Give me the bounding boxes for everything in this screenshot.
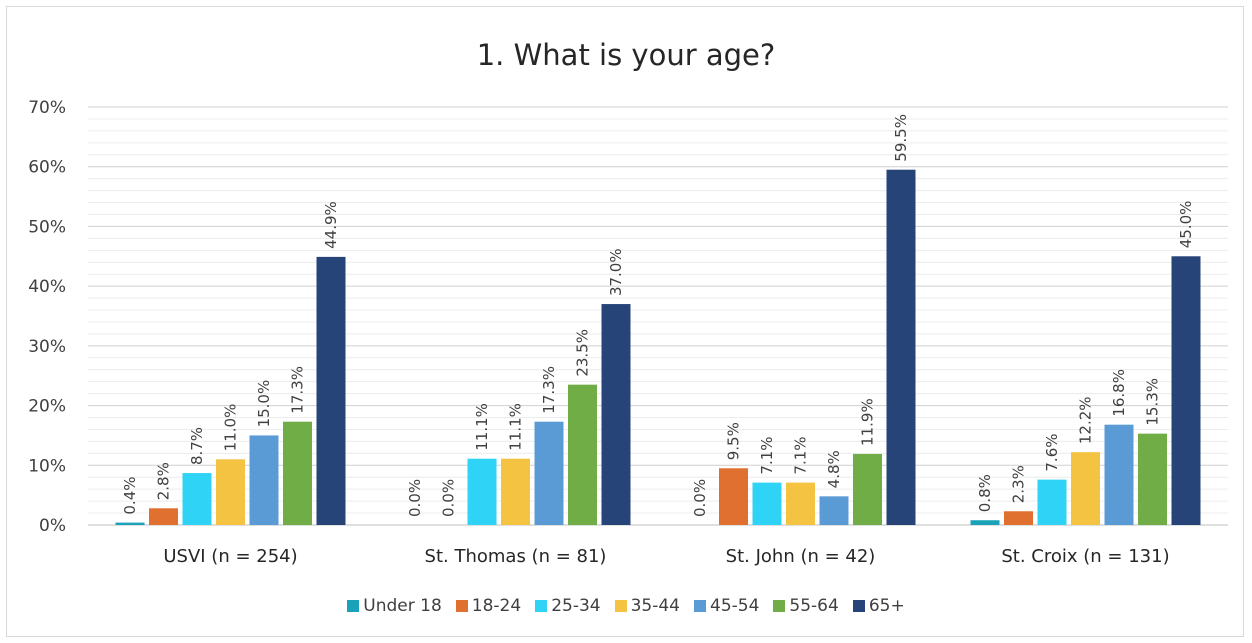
- bar: [819, 496, 849, 525]
- legend-item: 55-64: [773, 596, 839, 616]
- legend-label: 55-64: [789, 596, 839, 616]
- data-label: 9.5%: [725, 422, 743, 460]
- data-label: 12.2%: [1077, 396, 1095, 444]
- legend-item: 65+: [852, 596, 905, 616]
- data-label: 59.5%: [892, 114, 910, 162]
- legend-label: 45-54: [710, 596, 760, 616]
- legend-item: 45-54: [694, 596, 759, 616]
- bar: [1104, 424, 1134, 525]
- legend-label: Under 18: [363, 596, 442, 616]
- bar: [1071, 452, 1100, 525]
- data-label: 17.3%: [289, 366, 307, 414]
- bar: [467, 458, 497, 525]
- data-label: 23.5%: [574, 329, 592, 377]
- data-label: 2.8%: [155, 462, 173, 500]
- y-tick-label: 40%: [28, 277, 66, 297]
- legend-label: 25-34: [551, 596, 601, 616]
- bar: [149, 508, 178, 525]
- x-tick-label: St. Thomas (n = 81): [425, 546, 607, 567]
- data-label: 0.0%: [406, 479, 424, 517]
- data-label: 17.3%: [540, 366, 558, 414]
- data-label: 11.0%: [222, 404, 240, 452]
- data-label: 0.0%: [440, 479, 458, 517]
- legend-swatch: [773, 600, 786, 612]
- bar: [316, 256, 346, 525]
- y-tick-label: 50%: [28, 217, 66, 237]
- y-tick-label: 20%: [28, 397, 66, 417]
- bar: [216, 459, 245, 525]
- y-tick-label: 60%: [28, 158, 66, 178]
- bar: [249, 435, 279, 525]
- data-label: 7.6%: [1043, 434, 1061, 472]
- legend-swatch: [694, 600, 706, 612]
- data-label: 4.8%: [825, 450, 843, 488]
- legend-item: Under 18: [347, 596, 442, 616]
- legend-item: 25-34: [535, 596, 601, 616]
- data-label: 0.4%: [121, 477, 139, 515]
- bar: [568, 384, 597, 525]
- bar: [601, 304, 631, 525]
- y-tick-label: 30%: [28, 337, 66, 357]
- bar: [1037, 479, 1067, 525]
- data-label: 0.0%: [691, 479, 709, 517]
- data-label: 16.8%: [1110, 369, 1128, 417]
- legend-label: 65+: [868, 596, 905, 616]
- legend-label: 18-24: [471, 596, 522, 616]
- data-label: 45.0%: [1177, 201, 1195, 249]
- legend-swatch: [455, 600, 468, 612]
- data-label: 37.0%: [607, 248, 625, 296]
- legend-item: 35-44: [614, 596, 680, 616]
- bar: [534, 421, 564, 525]
- data-label: 11.1%: [507, 403, 525, 451]
- bar: [1138, 433, 1167, 525]
- x-tick-label: St. Croix (n = 131): [1001, 546, 1169, 567]
- legend-swatch: [852, 600, 865, 612]
- data-label: 11.9%: [859, 398, 877, 446]
- data-label: 0.8%: [976, 474, 994, 512]
- data-label: 8.7%: [188, 427, 206, 465]
- data-label: 15.0%: [255, 380, 273, 428]
- chart-legend: Under 18 18-24 25-34 35-44 45-54 55-64 65+: [0, 596, 1252, 616]
- data-label: 2.3%: [1010, 465, 1028, 503]
- bar: [501, 458, 530, 525]
- bar: [115, 522, 145, 525]
- data-label: 11.1%: [473, 403, 491, 451]
- data-label: 15.3%: [1144, 378, 1162, 426]
- y-tick-label: 0%: [39, 516, 66, 536]
- legend-label: 35-44: [630, 596, 680, 616]
- x-tick-label: USVI (n = 254): [163, 546, 297, 567]
- legend-swatch: [347, 600, 360, 612]
- legend-swatch: [614, 600, 627, 612]
- legend-swatch: [535, 600, 548, 612]
- bar: [886, 169, 916, 525]
- bar: [283, 421, 312, 525]
- x-tick-label: St. John (n = 42): [726, 546, 876, 567]
- data-label: 7.1%: [792, 436, 810, 474]
- y-tick-label: 10%: [28, 456, 66, 476]
- bar: [1004, 511, 1033, 525]
- data-label: 7.1%: [758, 436, 776, 474]
- data-label: 44.9%: [322, 201, 340, 249]
- legend-item: 18-24: [455, 596, 522, 616]
- bar: [786, 482, 815, 525]
- chart-title: 1. What is your age?: [476, 38, 776, 72]
- bar: [182, 473, 212, 525]
- bar: [752, 482, 782, 525]
- bar: [853, 453, 882, 525]
- bar: [970, 520, 1000, 525]
- bar: [1171, 256, 1201, 525]
- bar: [719, 468, 748, 525]
- y-tick-label: 70%: [28, 98, 66, 118]
